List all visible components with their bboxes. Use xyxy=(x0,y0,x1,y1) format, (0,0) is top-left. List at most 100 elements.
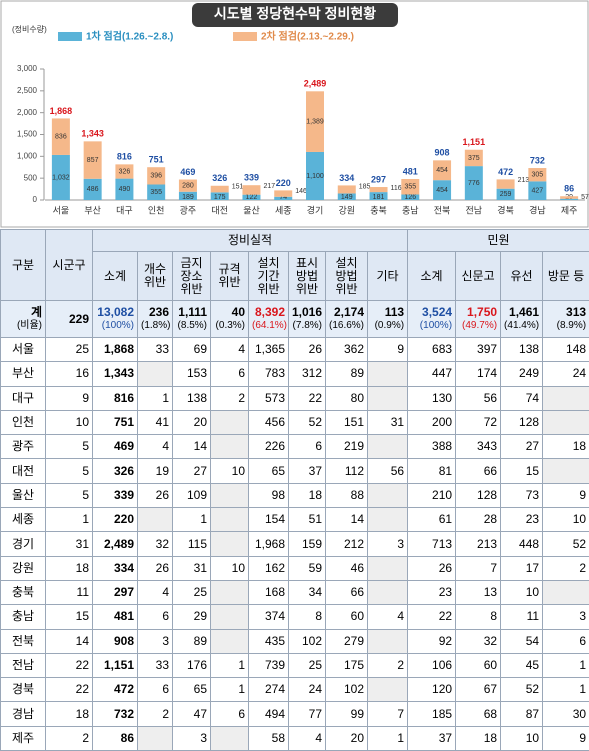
table-cell: 3 xyxy=(172,725,211,751)
bar-segment xyxy=(51,118,70,155)
table-cell: 경북 xyxy=(0,677,46,703)
table-cell: 128 xyxy=(455,482,502,509)
table-cell: 대전 xyxy=(0,458,46,484)
table-cell xyxy=(210,482,249,509)
table-cell xyxy=(210,725,249,751)
table-cell: 1 xyxy=(542,652,589,679)
total-label: 297 xyxy=(371,174,386,184)
table-cell xyxy=(366,385,409,411)
header-cell: 방문 등 xyxy=(542,251,589,301)
bar-segment xyxy=(464,149,483,167)
table-cell: 30 xyxy=(542,701,589,727)
table-cell: 109 xyxy=(172,482,211,509)
x-tick-label: 인천 xyxy=(148,205,165,215)
table-cell: 19 xyxy=(137,458,173,484)
table-cell: 세종 xyxy=(0,507,46,533)
table-cell xyxy=(366,677,409,703)
header-cell: 정비실적 xyxy=(91,229,409,252)
bar-segment xyxy=(83,141,102,179)
table-cell: 37 xyxy=(407,725,457,751)
table-cell: 22 xyxy=(45,677,93,703)
table-cell: 1 xyxy=(366,725,409,751)
x-tick-label: 부산 xyxy=(84,205,101,215)
segment-label: 396 xyxy=(150,173,162,180)
total-value: 8,392 xyxy=(254,305,285,319)
table-cell: 1,750 (49.7%) xyxy=(455,300,502,338)
table-cell: 81 xyxy=(407,458,457,484)
table-cell: 279 xyxy=(325,628,368,654)
table-cell: 33 xyxy=(137,652,173,679)
table-cell: 113 (0.9%) xyxy=(366,300,409,338)
table-cell: 1,343 xyxy=(92,361,138,387)
table-cell: 31 xyxy=(172,555,211,581)
table-cell: 인천 xyxy=(0,409,46,436)
y-tick-label: 2,000 xyxy=(17,108,38,117)
table-cell: 52 xyxy=(500,677,544,703)
bar-segment xyxy=(528,168,547,182)
total-label: 732 xyxy=(530,155,545,165)
segment-label: 126 xyxy=(404,194,416,201)
y-axis-label: (정비수량) xyxy=(12,24,47,34)
table-cell: 51 xyxy=(288,507,326,533)
table-cell: 732 xyxy=(92,701,138,727)
table-cell: 1,461 (41.4%) xyxy=(500,300,544,338)
table-cell: 162 xyxy=(248,555,289,581)
table-cell: 58 xyxy=(248,725,289,751)
table-cell: 68 xyxy=(455,701,502,727)
total-label: 481 xyxy=(403,166,418,176)
x-tick-label: 광주 xyxy=(180,204,197,215)
header-cell: 구분 xyxy=(0,229,46,301)
segment-label: 355 xyxy=(404,184,416,191)
table-cell: 52 xyxy=(542,531,589,557)
table-cell xyxy=(210,579,249,606)
total-value: 1,016 xyxy=(292,305,323,319)
table-cell: 14 xyxy=(172,434,211,460)
table-cell: 1,016 (7.8%) xyxy=(288,300,326,338)
table-cell: 7 xyxy=(366,701,409,727)
total-label: 469 xyxy=(180,167,195,177)
header-cell: 규격 위반 xyxy=(210,251,249,301)
table-cell: 18 xyxy=(455,725,502,751)
bar-segment xyxy=(115,178,134,200)
table-cell: 435 xyxy=(248,628,289,654)
table-cell: 40 (0.3%) xyxy=(210,300,249,338)
segment-label: 280 xyxy=(182,182,194,189)
table-cell: 66 xyxy=(325,579,368,606)
x-tick-label: 전북 xyxy=(434,205,451,215)
bar-segment xyxy=(306,151,324,200)
table-cell: 168 xyxy=(248,579,289,606)
table-cell xyxy=(366,507,409,533)
table-cell: 226 xyxy=(248,434,289,460)
table-cell: 22 xyxy=(45,652,93,679)
table-cell: 448 xyxy=(500,531,544,557)
table-cell: 24 xyxy=(288,677,326,703)
x-tick-label: 경기 xyxy=(307,204,324,215)
table-cell: 106 xyxy=(407,652,457,679)
table-cell: 2 xyxy=(45,725,93,751)
bar-segment xyxy=(242,185,261,195)
table-cell: 1,868 xyxy=(92,336,138,363)
table-cell: 37 xyxy=(288,458,326,484)
table-cell: 220 xyxy=(92,507,138,533)
segment-label: 490 xyxy=(119,186,131,193)
segment-label: 454 xyxy=(436,187,448,194)
table-cell: 908 xyxy=(92,628,138,654)
total-ratio: (8.5%) xyxy=(177,320,207,331)
total-label: 1,343 xyxy=(81,129,104,139)
header-cell: 시군구 xyxy=(45,229,93,301)
table-cell xyxy=(210,604,249,630)
bar-segment xyxy=(560,196,579,199)
table-cell: 23 xyxy=(500,507,544,533)
table-cell: 18 xyxy=(288,482,326,509)
table-cell: 1,111 (8.5%) xyxy=(172,300,211,338)
table-cell: 15 xyxy=(500,458,544,484)
table-cell: 739 xyxy=(248,652,289,679)
table-cell: 8,392 (64.1%) xyxy=(248,300,289,338)
table-cell: 11 xyxy=(45,579,93,606)
table-cell: 751 xyxy=(92,409,138,436)
table-cell: 80 xyxy=(325,385,368,411)
table-cell: 4 xyxy=(210,336,249,363)
table-cell: 11 xyxy=(500,604,544,630)
bar-segment xyxy=(115,164,134,179)
table-cell: 343 xyxy=(455,434,502,460)
